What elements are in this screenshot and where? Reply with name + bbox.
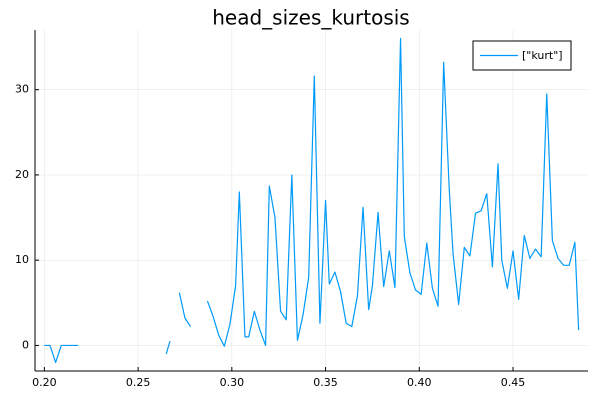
chart-title: head_sizes_kurtosis bbox=[212, 6, 409, 30]
series-lines bbox=[44, 37, 580, 364]
x-tick-label: 0.25 bbox=[126, 376, 151, 389]
y-tick-label: 0 bbox=[22, 338, 29, 351]
legend-label: ["kurt"] bbox=[522, 49, 563, 62]
x-tick-label: 0.40 bbox=[407, 376, 432, 389]
axes bbox=[34, 30, 588, 372]
y-tick-label: 10 bbox=[15, 253, 29, 266]
grid-lines bbox=[35, 30, 588, 371]
x-tick-label: 0.30 bbox=[220, 376, 245, 389]
tick-labels: 0.20 0.25 0.30 0.35 0.40 0.45 0 10 20 30 bbox=[15, 83, 525, 389]
y-tick-label: 20 bbox=[15, 168, 29, 181]
series-line-segment bbox=[44, 344, 79, 364]
series-line-segment bbox=[206, 37, 580, 347]
series-line-segment bbox=[165, 340, 171, 355]
legend: ["kurt"] bbox=[472, 40, 572, 71]
x-tick-label: 0.20 bbox=[32, 376, 57, 389]
x-tick-label: 0.35 bbox=[313, 376, 338, 389]
x-tick-label: 0.45 bbox=[501, 376, 526, 389]
series-line-segment bbox=[178, 292, 192, 328]
y-tick-label: 30 bbox=[15, 83, 29, 96]
